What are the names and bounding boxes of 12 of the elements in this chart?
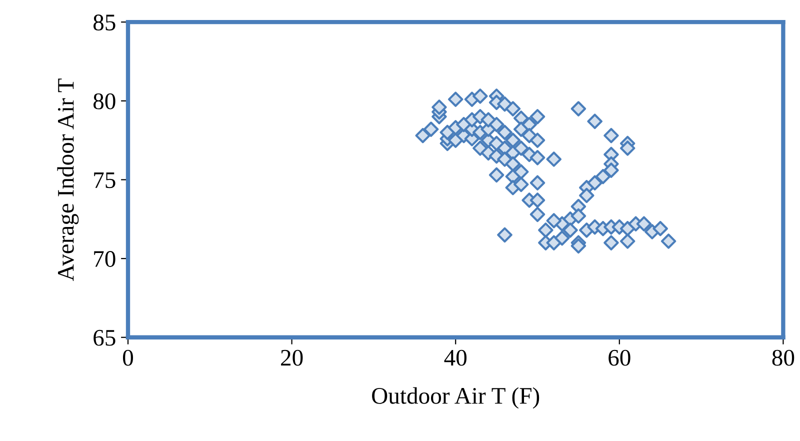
x-axis-title: Outdoor Air T (F): [372, 387, 540, 409]
x-tick-label: 20: [281, 350, 303, 366]
x-tick-label: 40: [444, 350, 467, 366]
x-tick-label: 0: [122, 350, 134, 366]
x-tick-label: 60: [608, 350, 630, 366]
y-tick-label: 65: [94, 330, 116, 346]
y-tick-label: 80: [93, 93, 116, 110]
y-tick-label: 85: [93, 14, 116, 30]
y-axis-title: Average Indoor Air T: [57, 78, 79, 282]
y-tick-label: 75: [94, 172, 116, 188]
x-tick-label: 80: [772, 350, 794, 366]
y-tick-label: 70: [94, 251, 116, 267]
